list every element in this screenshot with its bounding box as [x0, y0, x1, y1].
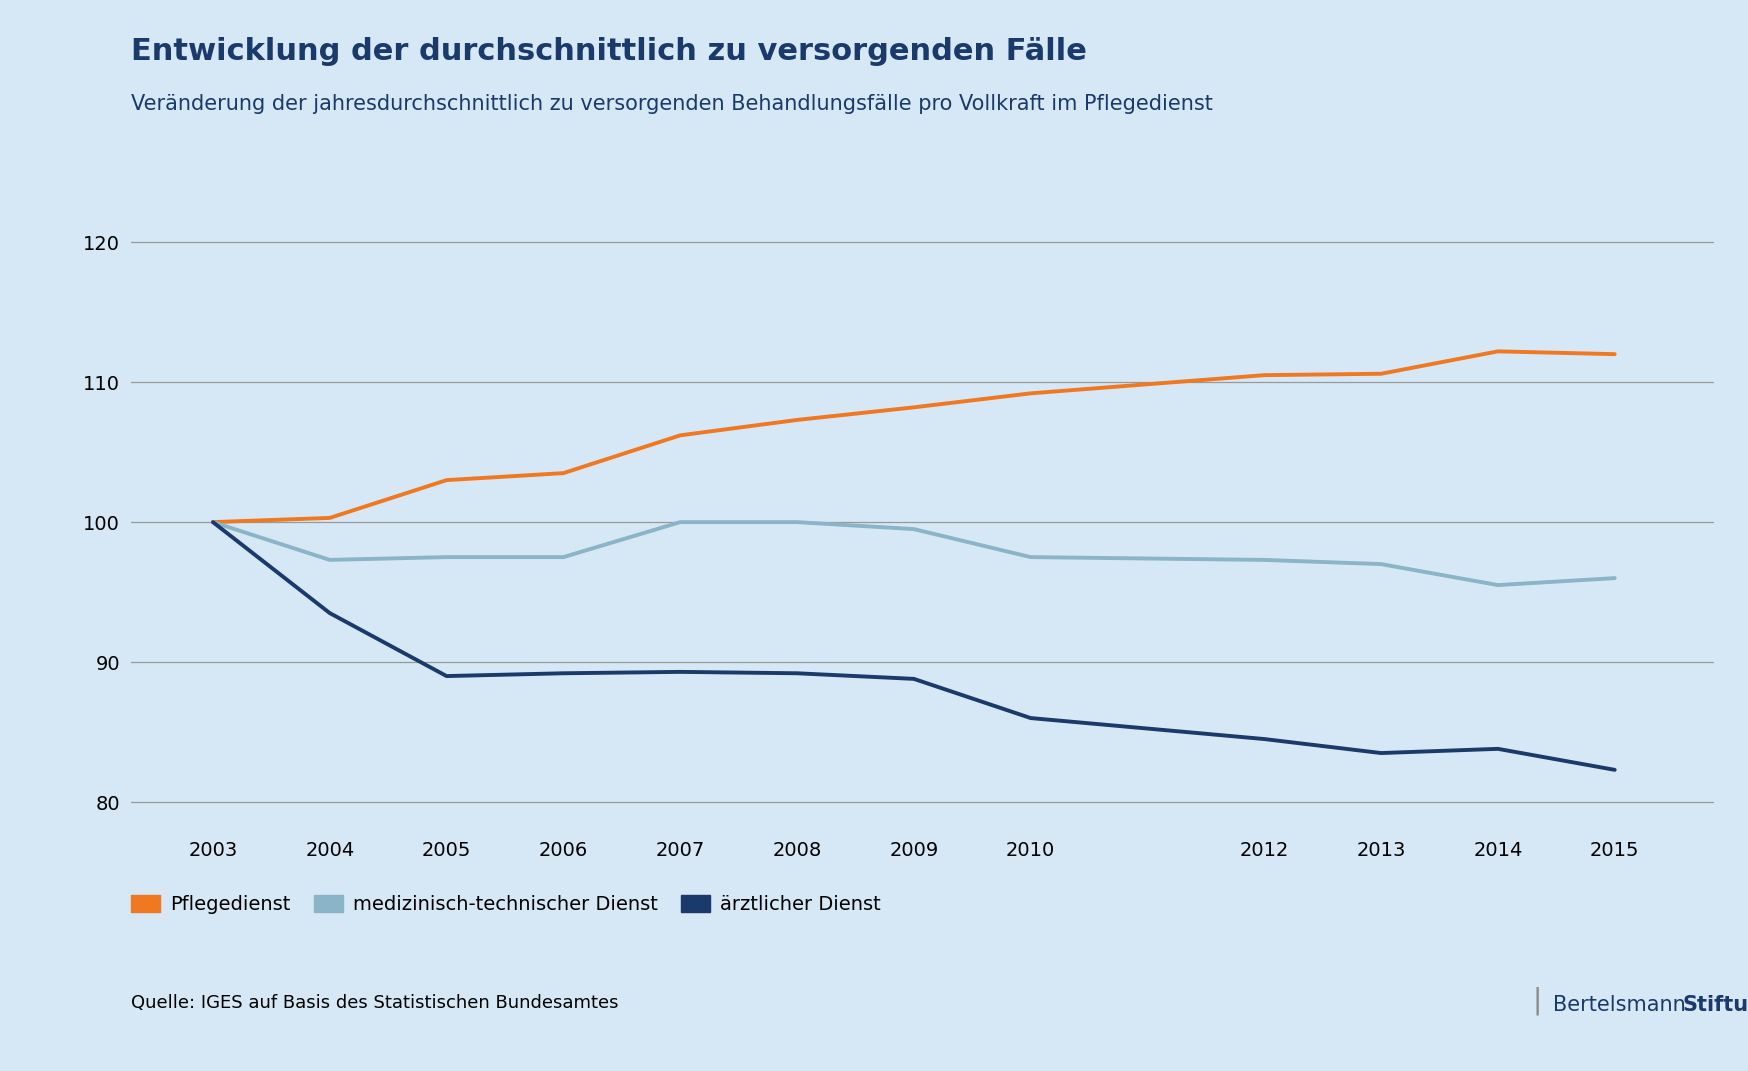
- Text: Bertelsmann: Bertelsmann: [1552, 995, 1685, 1015]
- Text: Stiftung: Stiftung: [1682, 995, 1748, 1015]
- Legend: Pflegedienst, medizinisch-technischer Dienst, ärztlicher Dienst: Pflegedienst, medizinisch-technischer Di…: [124, 887, 888, 922]
- Text: |: |: [1531, 986, 1540, 1015]
- Text: Entwicklung der durchschnittlich zu versorgenden Fälle: Entwicklung der durchschnittlich zu vers…: [131, 37, 1087, 66]
- Text: Quelle: IGES auf Basis des Statistischen Bundesamtes: Quelle: IGES auf Basis des Statistischen…: [131, 994, 619, 1012]
- Text: Veränderung der jahresdurchschnittlich zu versorgenden Behandlungsfälle pro Voll: Veränderung der jahresdurchschnittlich z…: [131, 94, 1213, 115]
